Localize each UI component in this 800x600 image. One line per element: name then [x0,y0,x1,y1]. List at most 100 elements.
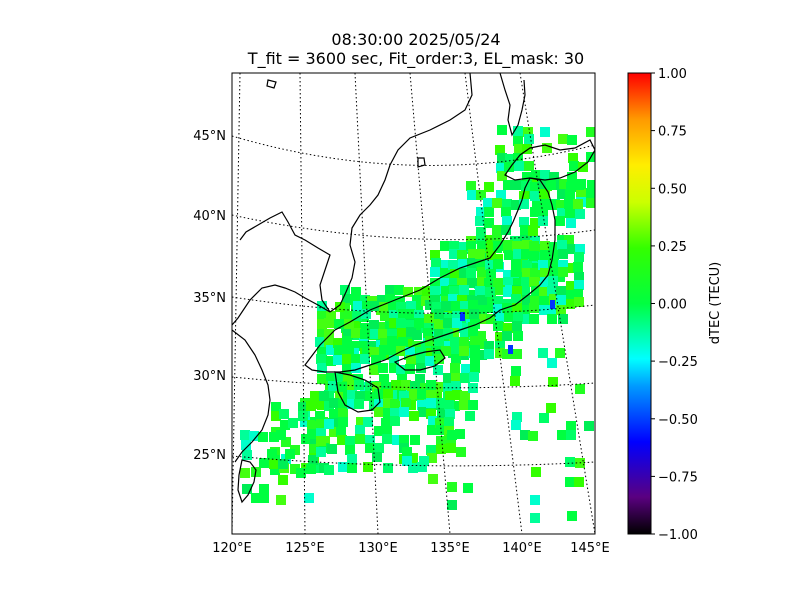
dtec-cell [502,349,512,359]
colorbar-tick-label: −0.75 [658,470,698,485]
dtec-cell [444,400,454,410]
dtec-cell [449,241,459,251]
dtec-cell [457,278,467,288]
dtec-cell [528,431,538,441]
dtec-cell [383,389,393,399]
dtec-cell [567,172,577,182]
dtec-cell [520,430,530,440]
dtec-cell [496,190,506,200]
dtec-cell [466,181,476,191]
dtec-cell [519,217,529,227]
dtec-cell [575,384,585,394]
dtec-cell [316,436,326,446]
dtec-cell [405,364,415,374]
dtec-cell [290,464,300,474]
dtec-cell [519,191,529,201]
dtec-cell [513,312,523,322]
dtec-cell [565,299,575,309]
dtec-cell [476,207,486,217]
dtec-cell [441,286,451,296]
dtec-cell [558,249,568,259]
dtec-cell [326,356,336,366]
dtec-cell [574,272,584,282]
dtec-cell [529,303,539,313]
dtec-cell [347,380,357,390]
dtec-cell [343,329,353,339]
dtec-cell [410,435,420,445]
dtec-cell [542,143,552,153]
graticule [232,73,595,534]
dtec-cell [374,443,384,453]
dtec-cell [316,447,326,457]
dtec-cell [378,329,388,339]
dtec-cell [529,277,539,287]
dtec-cell [495,332,505,342]
dtec-cell [388,301,398,311]
dtec-cell [251,493,261,503]
dtec-cell [427,425,437,435]
dtec-cell [463,483,473,493]
dtec-cell [344,346,354,356]
dtec-cell [374,426,384,436]
dtec-cell [309,444,319,454]
dtec-cell [521,277,531,287]
dtec-cell [475,249,485,259]
dtec-cell [524,161,534,171]
dtec-cell [503,240,513,250]
dtec-cell [492,234,502,244]
dtec-cell [530,296,540,306]
dtec-cell [329,398,339,408]
dtec-cell [267,449,277,459]
dtec-cell [279,409,289,419]
dtec-cell [573,199,583,209]
dtec-cell [298,411,308,421]
dtec-cell [466,268,476,278]
dtec-cell [365,381,375,391]
dtec-cell [495,145,505,155]
dtec-cell [566,218,576,228]
dtec-cell [578,162,588,172]
dtec-pixels [240,125,606,523]
dtec-cell [470,355,480,365]
dtec-cell [460,329,470,339]
dtec-cell [530,513,540,523]
dtec-cell [396,302,406,312]
dtec-cell [459,285,469,295]
dtec-cell [477,267,487,277]
dtec-cell [399,391,409,401]
dtec-cell [448,294,458,304]
dtec-cell [519,199,529,209]
dtec-cell [324,419,334,429]
dtec-cell [596,181,606,191]
dtec-cell [434,337,444,347]
dtec-cell [503,270,513,280]
dtec-cell [436,444,446,454]
dtec-cell [288,418,298,428]
dtec-cell [437,409,447,419]
dtec-cell [555,348,565,358]
dtec-cell [569,161,579,171]
dtec-cell [584,421,594,431]
dtec-cell [347,463,357,473]
dtec-cell [532,199,542,209]
dtec-cell [434,320,444,330]
dtec-cell [259,458,269,468]
dtec-cell [565,263,575,273]
dtec-cell [378,322,388,332]
dtec-cell [470,336,480,346]
dtec-cell [451,354,461,364]
dtec-cell [548,259,558,269]
dtec-cell [278,475,288,485]
dtec-cell [475,286,485,296]
dtec-cell [306,401,316,411]
dtec-cell [504,162,514,172]
dtec-cell [511,366,521,376]
dtec-cell [555,216,565,226]
dtec-cell [557,430,567,440]
dtec-cell [344,311,354,321]
dtec-cell [468,400,478,410]
dtec-cell [425,336,435,346]
dtec-cell [528,226,538,236]
dtec-cell [559,179,569,189]
dtec-cell [396,365,406,375]
